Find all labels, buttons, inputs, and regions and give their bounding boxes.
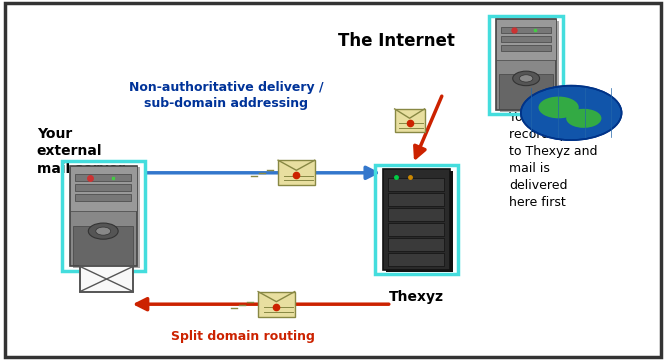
FancyBboxPatch shape [70,166,137,266]
FancyBboxPatch shape [501,27,551,33]
FancyBboxPatch shape [70,166,137,211]
FancyBboxPatch shape [383,169,450,270]
Circle shape [89,223,118,239]
FancyBboxPatch shape [501,36,551,42]
FancyBboxPatch shape [500,74,553,109]
Text: The Internet: The Internet [338,32,455,50]
Text: Non-authoritative delivery /
sub-domain addressing: Non-authoritative delivery / sub-domain … [129,81,324,110]
FancyBboxPatch shape [388,238,444,251]
FancyBboxPatch shape [388,178,444,192]
Text: Your
external
mail server: Your external mail server [37,127,125,176]
FancyBboxPatch shape [388,223,444,237]
FancyBboxPatch shape [75,184,131,191]
FancyBboxPatch shape [500,21,559,112]
FancyBboxPatch shape [80,266,133,292]
Text: Thexyz: Thexyz [389,290,444,304]
Circle shape [539,96,579,118]
FancyBboxPatch shape [388,253,444,266]
Circle shape [513,71,539,86]
FancyBboxPatch shape [73,167,140,268]
FancyBboxPatch shape [386,171,453,272]
Circle shape [519,75,533,82]
Circle shape [521,86,621,140]
FancyBboxPatch shape [75,194,131,201]
FancyBboxPatch shape [5,3,661,357]
FancyBboxPatch shape [394,109,425,132]
Circle shape [96,227,111,235]
FancyBboxPatch shape [278,160,314,185]
FancyBboxPatch shape [75,174,131,181]
FancyBboxPatch shape [496,19,556,110]
Text: Split domain routing: Split domain routing [171,330,315,343]
FancyBboxPatch shape [258,292,294,317]
FancyBboxPatch shape [501,45,551,51]
Text: Your MX
records point
to Thexyz and
mail is
delivered
here first: Your MX records point to Thexyz and mail… [509,111,598,209]
FancyBboxPatch shape [73,226,133,265]
FancyBboxPatch shape [496,19,556,60]
FancyBboxPatch shape [388,193,444,206]
FancyBboxPatch shape [388,208,444,221]
Circle shape [566,109,601,128]
